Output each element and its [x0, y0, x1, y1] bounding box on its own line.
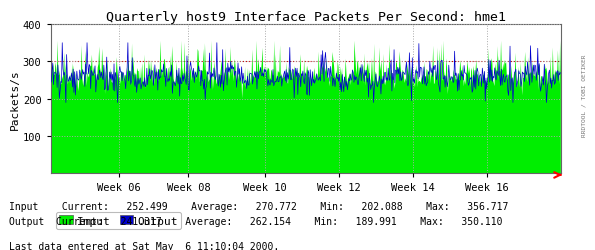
Text: Output  Current:   241.317    Average:   262.154    Min:   189.991    Max:   350: Output Current: 241.317 Average: 262.154… [9, 216, 502, 226]
Legend: Input, Output: Input, Output [56, 212, 181, 229]
Text: RRDTOOL / TOBI OETIKER: RRDTOOL / TOBI OETIKER [582, 54, 587, 136]
Title: Quarterly host9 Interface Packets Per Second: hme1: Quarterly host9 Interface Packets Per Se… [106, 11, 506, 24]
Y-axis label: Packets/s: Packets/s [10, 69, 20, 130]
Text: Last data entered at Sat May  6 11:10:04 2000.: Last data entered at Sat May 6 11:10:04 … [9, 241, 279, 250]
Text: Input    Current:   252.499    Average:   270.772    Min:   202.088    Max:   35: Input Current: 252.499 Average: 270.772 … [9, 201, 508, 211]
